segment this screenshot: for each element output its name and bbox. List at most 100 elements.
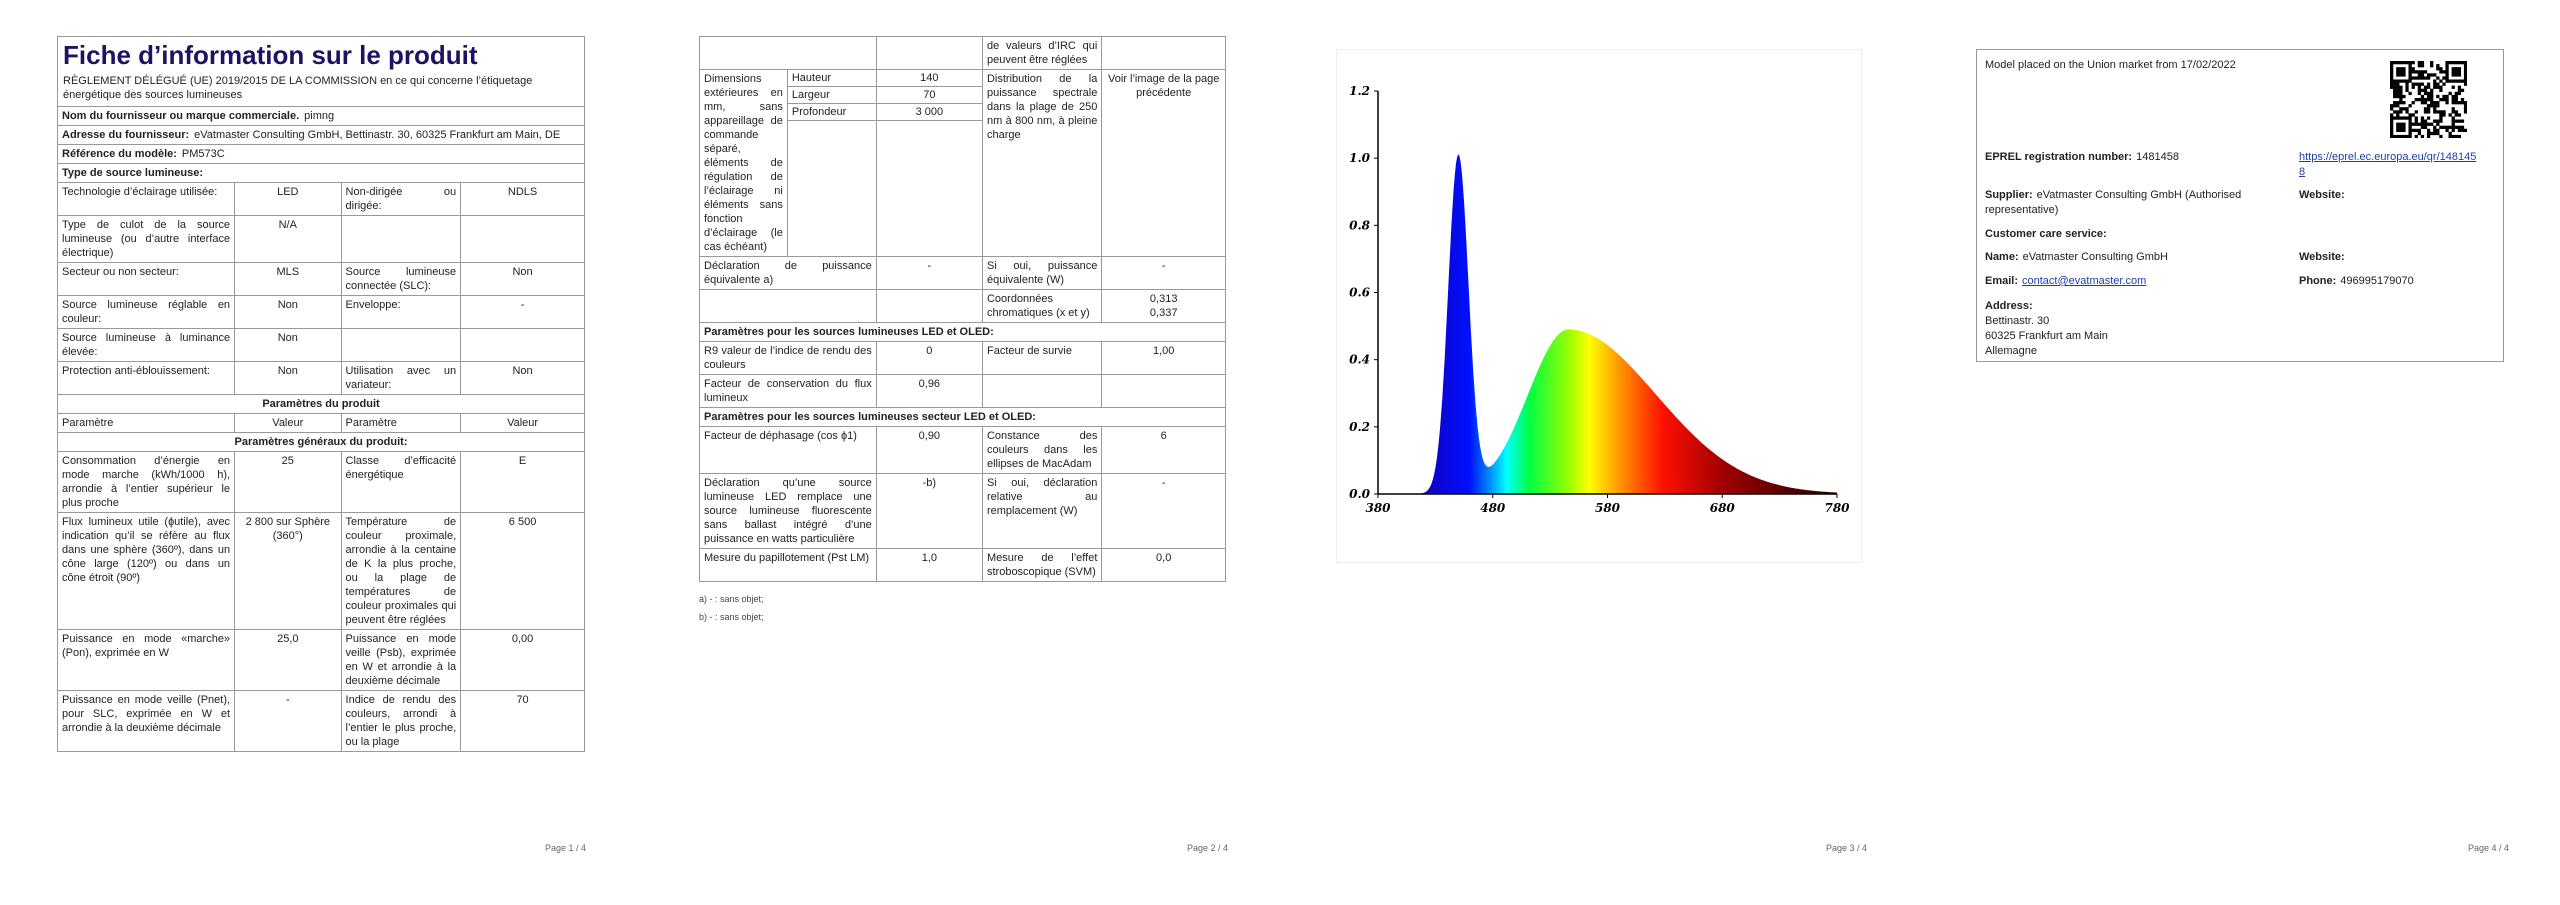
table-row: Paramètres du produit bbox=[57, 394, 585, 414]
qr-module bbox=[2451, 101, 2455, 105]
qr-module bbox=[2396, 104, 2400, 108]
value-cell: Valeur bbox=[460, 413, 585, 433]
info-label: Nom du fournisseur ou marque commerciale… bbox=[62, 110, 300, 122]
qr-module bbox=[2408, 64, 2412, 68]
qr-module bbox=[2436, 67, 2440, 71]
email-link[interactable]: contact@evatmaster.com bbox=[2022, 275, 2147, 287]
qr-module bbox=[2442, 113, 2446, 117]
qr-module bbox=[2417, 122, 2421, 126]
value-cell bbox=[460, 328, 585, 362]
qr-module bbox=[2445, 73, 2449, 77]
qr-module bbox=[2454, 97, 2458, 102]
table-row: Coordonnées chromatiques (x et y) 0,313 0,… bbox=[699, 289, 1226, 323]
qr-module bbox=[2451, 110, 2455, 114]
label-cell bbox=[340, 328, 462, 362]
qr-module bbox=[2396, 134, 2400, 138]
value-cell: 1,00 bbox=[1101, 341, 1226, 375]
label-cell: Facteur de conservation du flux lumineux bbox=[699, 374, 877, 408]
qr-module bbox=[2414, 119, 2418, 123]
page-4: Model placed on the Union market from 17… bbox=[1976, 49, 2504, 362]
qr-module bbox=[2405, 61, 2409, 65]
qr-module bbox=[2408, 113, 2412, 117]
table-row: Puissance en mode veille (Pnet), pour SL… bbox=[57, 690, 585, 752]
label: Email: bbox=[1985, 275, 2019, 287]
qr-module bbox=[2426, 131, 2431, 136]
qr-module bbox=[2451, 70, 2455, 74]
qr-module bbox=[2451, 134, 2455, 138]
heading-cell: Paramètres pour les sources lumineuses L… bbox=[699, 322, 1226, 342]
qr-module bbox=[2460, 97, 2465, 102]
qr-module bbox=[2460, 119, 2465, 123]
qr-module bbox=[2408, 61, 2412, 65]
label-cell: Facteur de survie bbox=[981, 341, 1103, 375]
qr-module bbox=[2454, 113, 2458, 117]
qr-module bbox=[2402, 70, 2406, 74]
qr-module bbox=[2399, 79, 2403, 83]
qr-code bbox=[2390, 61, 2467, 138]
label: Customer care service: bbox=[1985, 228, 2107, 240]
qr-module bbox=[2420, 119, 2425, 123]
qr-module bbox=[2454, 134, 2458, 138]
qr-module bbox=[2399, 134, 2403, 138]
label-cell: Source lumineuse réglable en couleur: bbox=[57, 295, 236, 329]
qr-module bbox=[2417, 61, 2421, 65]
label-cell: Paramètre bbox=[340, 413, 462, 433]
table-row: Adresse du fournisseur: eVatmaster Consul… bbox=[57, 125, 585, 145]
qr-module bbox=[2436, 104, 2440, 108]
qr-module bbox=[2460, 79, 2465, 83]
info-value: eVatmaster Consulting GmbH, Bettinastr. … bbox=[194, 129, 561, 141]
qr-module bbox=[2442, 82, 2446, 86]
qr-module bbox=[2454, 94, 2458, 99]
x-tick-label: 580 bbox=[1595, 501, 1621, 515]
qr-module bbox=[2414, 70, 2418, 74]
label-cell: Déclaration de puissance équivalente a) bbox=[699, 256, 877, 290]
y-tick-label: 1.0 bbox=[1349, 151, 1371, 165]
qr-module bbox=[2463, 70, 2467, 74]
qr-module bbox=[2463, 76, 2467, 80]
qr-module bbox=[2423, 101, 2428, 105]
qr-module bbox=[2423, 70, 2428, 74]
label-cell: Classe d’efficacité énergétique bbox=[340, 451, 462, 513]
qr-module bbox=[2457, 101, 2462, 105]
page-3: 380 480 580 680 780 0.0 0.2 0.4 0.6 0.8 1.0 1.2 bbox=[1336, 49, 1862, 563]
qr-module bbox=[2420, 76, 2425, 80]
qr-module bbox=[2439, 88, 2443, 92]
qr-module bbox=[2430, 88, 2434, 92]
qr-module bbox=[2390, 82, 2394, 86]
qr-module bbox=[2408, 67, 2412, 71]
table-row: Paramètres généraux du produit: bbox=[57, 432, 585, 452]
qr-module bbox=[2402, 101, 2406, 105]
qr-module bbox=[2393, 116, 2397, 120]
value-cell: E bbox=[460, 451, 585, 513]
qr-module bbox=[2463, 107, 2467, 111]
table-row: Puissance en mode «marche» (Pon), exprim… bbox=[57, 629, 585, 691]
table-row: Déclaration qu’une source lumineuse LED … bbox=[699, 473, 1226, 549]
qr-module bbox=[2399, 73, 2403, 77]
qr-module bbox=[2390, 104, 2394, 108]
qr-module bbox=[2396, 73, 2400, 77]
qr-module bbox=[2445, 125, 2449, 129]
qr-module bbox=[2420, 88, 2425, 92]
value-cell: Valeur bbox=[234, 413, 342, 433]
value: eVatmaster Consulting GmbH (Authorised r… bbox=[1985, 189, 2242, 216]
qr-module bbox=[2463, 64, 2467, 68]
title-box: Fiche d’information sur le produit RÈGLE… bbox=[57, 36, 585, 106]
qr-module bbox=[2390, 134, 2394, 138]
page-number: Page 3 / 4 bbox=[1826, 843, 1868, 853]
qr-module bbox=[2433, 82, 2437, 86]
qr-module bbox=[2405, 110, 2409, 114]
qr-module bbox=[2411, 85, 2415, 89]
eprel-link[interactable]: https://eprel.ec.europa.eu/qr/1481458 bbox=[2299, 151, 2477, 178]
qr-module bbox=[2448, 125, 2452, 129]
section-cell: Paramètres du produit bbox=[57, 394, 585, 414]
table-row: Type de culot de la source lumineuse (ou… bbox=[57, 215, 585, 263]
qr-module bbox=[2451, 119, 2455, 123]
qr-module bbox=[2430, 94, 2434, 99]
qr-module bbox=[2430, 101, 2434, 105]
qr-module bbox=[2417, 97, 2421, 102]
value-cell: Non bbox=[234, 295, 342, 329]
qr-module bbox=[2430, 64, 2434, 68]
value-cell: 6 bbox=[1101, 426, 1226, 474]
qr-module bbox=[2396, 122, 2400, 126]
qr-module bbox=[2420, 70, 2425, 74]
